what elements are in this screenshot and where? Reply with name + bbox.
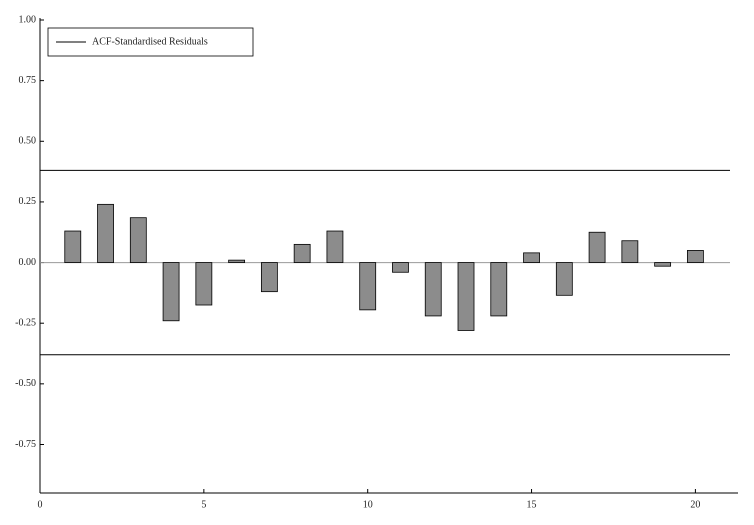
y-tick-label: 0.50 [19,136,37,147]
x-tick-label: 10 [363,499,373,510]
bar [327,231,343,263]
bar [622,241,638,263]
chart: 1.00 0.75 0.50 0.25 0.00 -0.25 -0.50 -0.75 0 5 10 1… [0,0,754,525]
bar [589,232,605,262]
bar [261,263,277,292]
bar [130,218,146,263]
bar [163,263,179,321]
y-tick-label: 0.25 [19,196,37,207]
bar [65,231,81,263]
bar [98,204,114,262]
y-tick-label: 1.00 [19,14,37,25]
y-tick-label: 0.00 [19,257,37,268]
bar [524,253,540,263]
bar [294,244,310,262]
bar [229,260,245,262]
legend-label: ACF-Standardised Residuals [92,36,208,47]
x-tick-label: 0 [38,499,43,510]
x-tick-label: 5 [201,499,206,510]
y-tick-label: -0.50 [15,378,36,389]
bar [556,263,572,296]
bar [687,250,703,262]
bar [491,263,507,316]
bar [360,263,376,310]
bar [655,263,671,267]
bar [392,263,408,273]
x-tick-label: 20 [690,499,700,510]
y-tick-label: 0.75 [19,75,37,86]
y-tick-label: -0.75 [15,439,36,450]
bar [425,263,441,316]
bar [458,263,474,331]
bar [196,263,212,305]
y-tick-label: -0.25 [15,318,36,329]
x-tick-label: 15 [527,499,537,510]
